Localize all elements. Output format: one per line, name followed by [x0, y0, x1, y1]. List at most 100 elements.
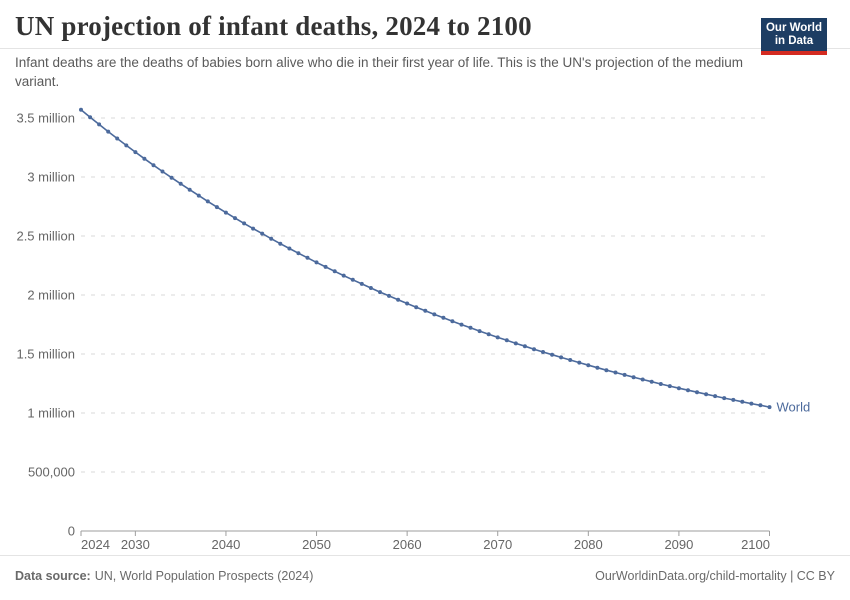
data-point-marker[interactable] [504, 338, 509, 343]
data-point-marker[interactable] [223, 210, 228, 215]
data-point-marker[interactable] [214, 205, 219, 210]
data-point-marker[interactable] [169, 175, 174, 180]
data-point-marker[interactable] [486, 332, 491, 337]
data-point-marker[interactable] [559, 355, 564, 360]
data-point-marker[interactable] [758, 403, 763, 408]
data-point-marker[interactable] [233, 216, 237, 221]
data-point-marker[interactable] [713, 394, 718, 399]
data-point-marker[interactable] [387, 293, 391, 298]
data-point-marker[interactable] [667, 384, 672, 389]
header-divider [0, 48, 850, 49]
y-tick-label: 500,000 [28, 465, 75, 480]
data-point-marker[interactable] [341, 273, 346, 278]
data-point-marker[interactable] [450, 319, 455, 324]
owid-logo-line2: in Data [774, 35, 814, 47]
data-point-marker[interactable] [740, 399, 745, 404]
data-point-marker[interactable] [595, 365, 600, 370]
data-point-marker[interactable] [287, 246, 292, 251]
data-point-marker[interactable] [695, 390, 699, 395]
data-point-marker[interactable] [160, 169, 165, 174]
data-point-marker[interactable] [187, 187, 192, 192]
data-point-marker[interactable] [124, 143, 129, 148]
data-point-marker[interactable] [749, 401, 754, 406]
data-point-marker[interactable] [242, 221, 247, 226]
data-point-marker[interactable] [314, 260, 319, 265]
data-point-marker[interactable] [323, 264, 328, 269]
data-point-marker[interactable] [142, 156, 147, 161]
data-point-marker[interactable] [541, 350, 545, 354]
data-point-marker[interactable] [79, 107, 83, 112]
y-tick-label: 3.5 million [16, 111, 75, 126]
series-world[interactable] [79, 107, 772, 410]
data-point-marker[interactable] [332, 269, 337, 274]
data-point-marker[interactable] [613, 370, 618, 375]
data-point-marker[interactable] [676, 386, 681, 391]
data-point-marker[interactable] [260, 231, 265, 236]
data-point-marker[interactable] [495, 335, 500, 340]
data-point-marker[interactable] [622, 372, 627, 377]
data-point-marker[interactable] [686, 388, 690, 393]
data-point-marker[interactable] [649, 379, 654, 384]
data-point-marker[interactable] [568, 358, 573, 362]
data-point-marker[interactable] [405, 301, 410, 306]
data-point-marker[interactable] [477, 329, 482, 334]
footer-link[interactable]: OurWorldinData.org/child-mortality | CC … [595, 569, 835, 583]
footer-divider [0, 555, 850, 556]
data-point-marker[interactable] [522, 344, 527, 349]
data-point-marker[interactable] [468, 325, 473, 330]
data-point-marker[interactable] [513, 341, 518, 346]
data-point-marker[interactable] [305, 255, 310, 260]
data-point-marker[interactable] [151, 163, 156, 168]
data-point-marker[interactable] [441, 315, 446, 320]
data-point-marker[interactable] [368, 286, 373, 290]
x-tick-label: 2040 [211, 537, 240, 552]
x-tick-label: 2024 [81, 537, 110, 552]
data-source: Data source: UN, World Population Prospec… [15, 569, 313, 583]
data-point-marker[interactable] [550, 352, 555, 357]
data-point-marker[interactable] [97, 122, 102, 127]
data-point-marker[interactable] [658, 382, 663, 386]
data-point-marker[interactable] [251, 226, 256, 231]
y-tick-label: 2.5 million [16, 229, 75, 244]
data-point-marker[interactable] [350, 277, 355, 282]
data-point-marker[interactable] [133, 150, 138, 155]
data-point-marker[interactable] [178, 181, 183, 186]
data-point-marker[interactable] [115, 136, 120, 141]
data-point-marker[interactable] [604, 368, 609, 373]
data-point-marker[interactable] [423, 308, 428, 313]
data-point-marker[interactable] [196, 193, 201, 198]
data-point-marker[interactable] [577, 360, 582, 365]
data-point-marker[interactable] [396, 297, 401, 302]
data-source-text: UN, World Population Prospects (2024) [94, 569, 314, 583]
data-point-marker[interactable] [88, 115, 93, 120]
data-source-label: Data source: [15, 569, 91, 583]
series-end-label[interactable]: World [777, 400, 811, 415]
data-point-marker[interactable] [106, 129, 111, 134]
data-point-marker[interactable] [269, 236, 274, 241]
x-tick-label: 2060 [393, 537, 422, 552]
y-tick-label: 1.5 million [16, 347, 75, 362]
data-point-marker[interactable] [722, 396, 727, 401]
data-point-marker[interactable] [414, 305, 419, 310]
data-point-marker[interactable] [767, 405, 772, 410]
data-point-marker[interactable] [459, 322, 464, 327]
y-tick-label: 3 million [27, 170, 75, 185]
data-point-marker[interactable] [640, 377, 645, 382]
data-point-marker[interactable] [378, 290, 382, 295]
y-tick-label: 2 million [27, 288, 75, 303]
data-point-marker[interactable] [586, 363, 591, 368]
owid-logo[interactable]: Our World in Data [760, 18, 827, 55]
data-point-marker[interactable] [278, 241, 283, 246]
data-point-marker[interactable] [432, 312, 437, 317]
series-line[interactable] [80, 109, 770, 408]
data-point-marker[interactable] [731, 397, 736, 402]
data-point-marker[interactable] [296, 251, 301, 256]
data-point-marker[interactable] [532, 347, 536, 352]
data-point-marker[interactable] [359, 281, 364, 286]
y-gridlines [81, 117, 770, 473]
data-point-marker[interactable] [704, 392, 709, 397]
x-tick-label: 2030 [121, 537, 150, 552]
data-point-marker[interactable] [205, 199, 210, 204]
data-point-marker[interactable] [631, 375, 636, 380]
